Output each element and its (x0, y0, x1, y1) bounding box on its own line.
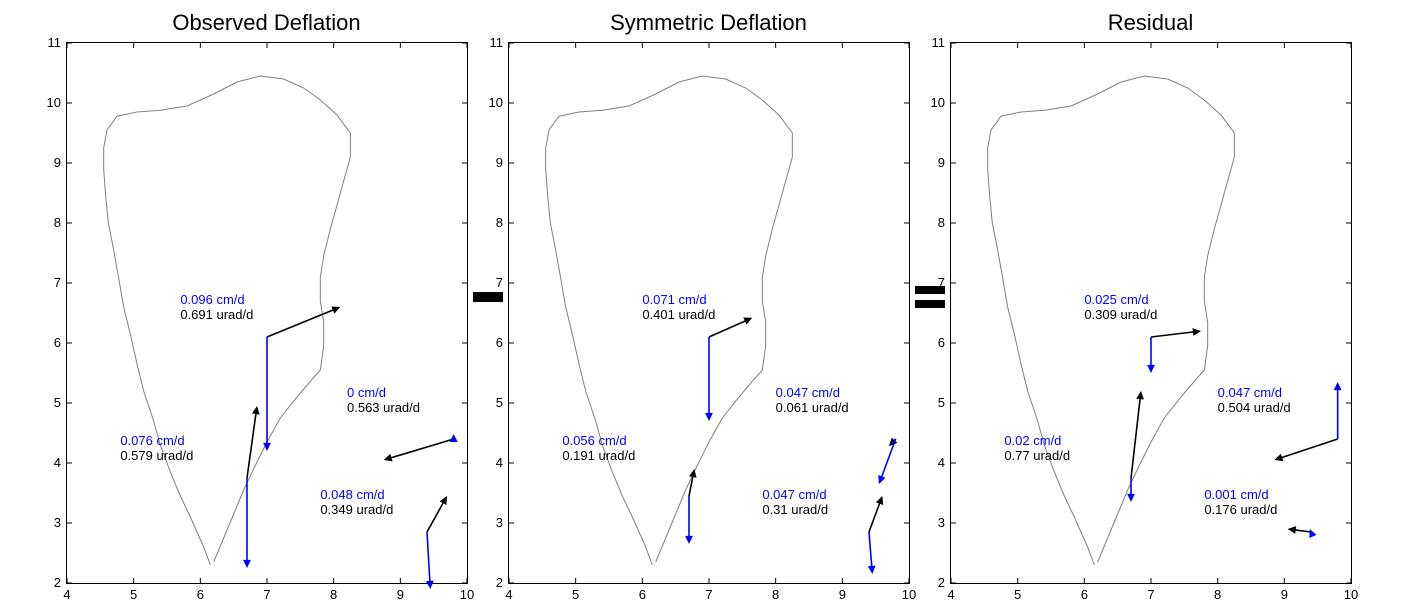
label-urad: 0.563 urad/d (347, 400, 420, 415)
panel-title: Residual (1108, 10, 1194, 36)
label-urad: 0.77 urad/d (1004, 448, 1070, 463)
svg-text:7: 7 (1147, 587, 1154, 602)
svg-text:2: 2 (937, 575, 944, 590)
label-urad: 0.061 urad/d (775, 400, 848, 415)
svg-text:9: 9 (53, 155, 60, 170)
svg-text:6: 6 (196, 587, 203, 602)
plot-svg: 456789102345678910110.071 cm/d0.401 urad… (509, 43, 909, 583)
plot-svg: 456789102345678910110.025 cm/d0.309 urad… (951, 43, 1351, 583)
svg-text:7: 7 (937, 275, 944, 290)
svg-text:10: 10 (930, 95, 944, 110)
panel-1: Symmetric Deflation 456789102345678910110… (508, 10, 910, 584)
svg-text:4: 4 (505, 587, 512, 602)
panel-title: Observed Deflation (172, 10, 360, 36)
svg-text:4: 4 (63, 587, 70, 602)
svg-text:9: 9 (495, 155, 502, 170)
svg-text:11: 11 (489, 35, 503, 50)
label-urad: 0.31 urad/d (762, 502, 828, 517)
svg-text:9: 9 (396, 587, 403, 602)
panel-0: Observed Deflation 456789102345678910110.… (66, 10, 468, 584)
label-cm: 0.001 cm/d (1204, 487, 1268, 502)
svg-text:10: 10 (459, 587, 473, 602)
svg-text:8: 8 (495, 215, 502, 230)
plot-svg: 456789102345678910110.096 cm/d0.691 urad… (67, 43, 467, 583)
label-cm: 0.048 cm/d (320, 487, 384, 502)
label-cm: 0 cm/d (347, 385, 386, 400)
label-cm: 0.047 cm/d (775, 385, 839, 400)
svg-text:8: 8 (330, 587, 337, 602)
svg-text:5: 5 (937, 395, 944, 410)
svg-text:2: 2 (53, 575, 60, 590)
label-urad: 0.401 urad/d (642, 307, 715, 322)
label-cm: 0.096 cm/d (180, 292, 244, 307)
label-urad: 0.191 urad/d (562, 448, 635, 463)
svg-text:9: 9 (937, 155, 944, 170)
svg-text:8: 8 (1214, 587, 1221, 602)
plot-area: 456789102345678910110.071 cm/d0.401 urad… (508, 42, 910, 584)
svg-text:6: 6 (495, 335, 502, 350)
svg-text:6: 6 (638, 587, 645, 602)
label-urad: 0.691 urad/d (180, 307, 253, 322)
label-cm: 0.076 cm/d (120, 433, 184, 448)
svg-text:6: 6 (937, 335, 944, 350)
label-urad: 0.176 urad/d (1204, 502, 1277, 517)
panel-title: Symmetric Deflation (610, 10, 807, 36)
svg-text:7: 7 (495, 275, 502, 290)
svg-text:2: 2 (495, 575, 502, 590)
label-urad: 0.349 urad/d (320, 502, 393, 517)
svg-text:7: 7 (263, 587, 270, 602)
label-urad: 0.579 urad/d (120, 448, 193, 463)
svg-text:11: 11 (47, 35, 61, 50)
label-cm: 0.02 cm/d (1004, 433, 1061, 448)
label-cm: 0.056 cm/d (562, 433, 626, 448)
svg-text:11: 11 (931, 35, 945, 50)
svg-text:5: 5 (53, 395, 60, 410)
svg-text:8: 8 (53, 215, 60, 230)
svg-text:10: 10 (488, 95, 502, 110)
svg-text:5: 5 (495, 395, 502, 410)
svg-text:6: 6 (1080, 587, 1087, 602)
svg-text:4: 4 (495, 455, 502, 470)
svg-text:6: 6 (53, 335, 60, 350)
panel-2: Residual 456789102345678910110.025 cm/d0.… (950, 10, 1352, 584)
svg-text:5: 5 (130, 587, 137, 602)
svg-text:5: 5 (572, 587, 579, 602)
label-cm: 0.047 cm/d (1217, 385, 1281, 400)
svg-text:4: 4 (947, 587, 954, 602)
svg-text:9: 9 (838, 587, 845, 602)
svg-text:3: 3 (53, 515, 60, 530)
svg-text:4: 4 (937, 455, 944, 470)
svg-text:7: 7 (705, 587, 712, 602)
svg-text:5: 5 (1014, 587, 1021, 602)
svg-text:8: 8 (772, 587, 779, 602)
label-cm: 0.071 cm/d (642, 292, 706, 307)
svg-text:8: 8 (937, 215, 944, 230)
svg-text:10: 10 (901, 587, 915, 602)
svg-text:10: 10 (1343, 587, 1357, 602)
svg-text:4: 4 (53, 455, 60, 470)
svg-text:3: 3 (495, 515, 502, 530)
svg-text:7: 7 (53, 275, 60, 290)
plot-area: 456789102345678910110.096 cm/d0.691 urad… (66, 42, 468, 584)
label-urad: 0.504 urad/d (1217, 400, 1290, 415)
svg-text:9: 9 (1280, 587, 1287, 602)
label-urad: 0.309 urad/d (1084, 307, 1157, 322)
label-cm: 0.047 cm/d (762, 487, 826, 502)
label-cm: 0.025 cm/d (1084, 292, 1148, 307)
svg-text:3: 3 (937, 515, 944, 530)
figure-row: Observed Deflation 456789102345678910110.… (66, 10, 1352, 584)
svg-text:10: 10 (46, 95, 60, 110)
plot-area: 456789102345678910110.025 cm/d0.309 urad… (950, 42, 1352, 584)
